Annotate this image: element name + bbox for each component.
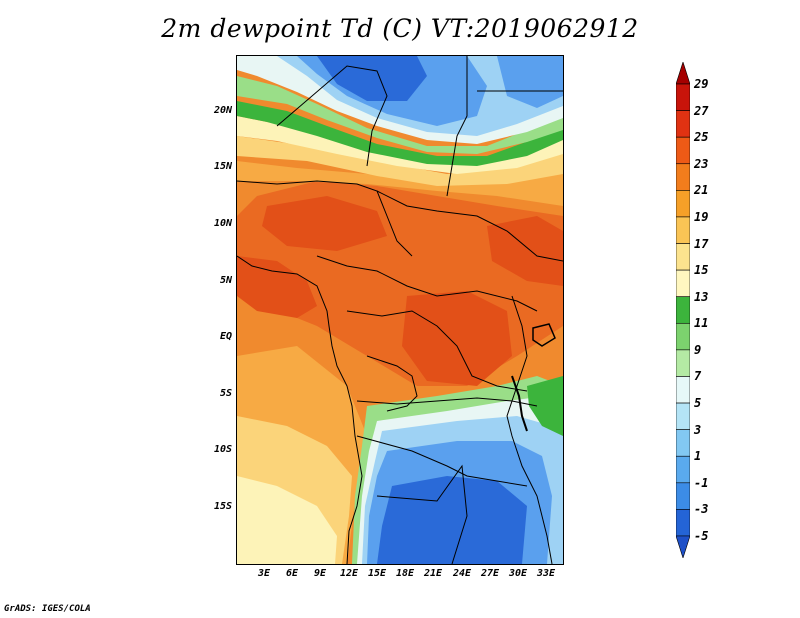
colorbar-swatch	[676, 429, 690, 457]
lon-label: 18E	[395, 568, 415, 579]
field-congo-red-orange	[402, 291, 512, 386]
border-south-2	[356, 435, 528, 487]
colorbar-label: 21	[694, 183, 709, 198]
field-ne-blue	[497, 56, 563, 108]
field-west-red-orange	[237, 256, 317, 318]
colorbar-label: -3	[694, 502, 709, 517]
lat-label: 10S	[213, 444, 232, 455]
lon-label: 30E	[508, 568, 528, 579]
lon-label: 9E	[313, 568, 327, 579]
field-n-light-green	[237, 76, 563, 154]
lat-label: EQ	[219, 331, 232, 342]
colorbar-swatch	[676, 455, 690, 484]
colorbar-label: 9	[694, 342, 702, 357]
lat-label: 20N	[213, 105, 232, 116]
lon-label: 27E	[480, 568, 500, 579]
field-n-cream	[237, 116, 563, 174]
field-s-deep-blue	[377, 476, 527, 564]
lon-label: 3E	[257, 568, 271, 579]
colorbar-label: -5	[694, 529, 709, 543]
lon-label: 15E	[367, 568, 387, 579]
colorbar-bottom-arrow	[676, 535, 690, 558]
lat-label: 10N	[213, 218, 232, 229]
colorbar-top-arrow	[676, 62, 690, 85]
field-n-deep-blue	[317, 56, 427, 101]
field-n-green	[237, 101, 563, 166]
field-north-red-orange	[262, 196, 387, 251]
lon-label: 21E	[423, 568, 443, 579]
colorbar-label: 19	[694, 209, 709, 224]
lat-label: 5N	[219, 275, 232, 286]
colorbar-label: 11	[694, 316, 709, 331]
border-north-1	[276, 65, 388, 167]
colorbar-label: 15	[694, 263, 709, 278]
lake-tanganyika	[511, 375, 528, 432]
field-n-light-orange	[237, 161, 563, 206]
field-sw-cream	[237, 476, 337, 564]
dewpoint-field	[237, 56, 563, 564]
colorbar-swatch	[676, 509, 690, 537]
colorbar-swatch	[676, 269, 690, 298]
border-central-2	[316, 255, 538, 312]
lon-label: 24E	[452, 568, 472, 579]
colorbar-swatch	[676, 349, 690, 377]
border-south-1	[356, 397, 538, 407]
colorbar-label: 25	[694, 130, 709, 145]
colorbar	[676, 62, 690, 558]
colorbar-swatch	[676, 216, 690, 244]
field-east-red-orange	[487, 216, 563, 286]
footer-credit: GrADS: IGES/COLA	[4, 604, 91, 614]
field-se-green	[527, 376, 563, 436]
colorbar-swatch	[676, 482, 690, 510]
colorbar-swatch	[676, 322, 690, 351]
colorbar-label: 17	[694, 236, 709, 251]
colorbar-label: 7	[694, 369, 702, 384]
lat-label: 15S	[213, 501, 232, 512]
border-sahel	[237, 180, 413, 257]
lon-label: 6E	[285, 568, 299, 579]
colorbar-swatch	[676, 110, 690, 138]
border-congo	[366, 355, 418, 412]
lat-label: 15N	[213, 161, 232, 172]
border-north-2	[446, 56, 468, 197]
lake-victoria	[532, 323, 556, 347]
colorbar-swatch	[676, 190, 690, 218]
colorbar-swatch	[676, 83, 690, 111]
border-central-3	[346, 310, 528, 392]
lon-label: 12E	[339, 568, 359, 579]
colorbar-label: 27	[694, 103, 709, 118]
map-title: 2m dewpoint Td (C) VT:2019062912	[161, 14, 639, 43]
border-east	[506, 295, 553, 564]
border-south-3	[376, 464, 468, 564]
colorbar-swatch	[676, 376, 690, 404]
colorbar-label: 29	[694, 77, 709, 91]
colorbar-swatch	[676, 136, 690, 165]
coastline-west	[237, 255, 363, 564]
colorbar-label: 13	[694, 289, 709, 304]
lon-label: 33E	[536, 568, 556, 579]
lat-label: 5S	[219, 388, 232, 399]
colorbar-label: 23	[694, 156, 709, 171]
colorbar-swatch	[676, 402, 690, 430]
colorbar-label: 1	[694, 449, 702, 464]
colorbar-swatch	[676, 163, 690, 191]
colorbar-label: 5	[694, 396, 702, 411]
dewpoint-map	[236, 55, 564, 565]
colorbar-swatch	[676, 296, 690, 324]
colorbar-label: 3	[694, 422, 702, 437]
colorbar-label: -1	[694, 475, 709, 490]
colorbar-swatch	[676, 243, 690, 271]
border-central-1	[376, 190, 563, 262]
